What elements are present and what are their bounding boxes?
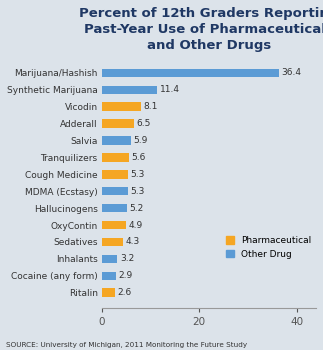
Bar [102,288,115,297]
Text: 8.1: 8.1 [144,102,158,111]
Text: 6.5: 6.5 [136,119,150,128]
Bar [102,136,130,145]
Bar [102,170,128,178]
Text: 36.4: 36.4 [281,68,301,77]
Bar [102,119,133,128]
Bar [102,153,129,162]
Text: 11.4: 11.4 [160,85,180,94]
Bar [102,221,126,229]
Bar [102,86,157,94]
Bar [102,254,118,263]
Bar [102,238,123,246]
Text: 4.3: 4.3 [125,237,140,246]
Bar [102,204,127,212]
Bar [102,272,116,280]
Text: 2.6: 2.6 [117,288,131,297]
Text: 4.9: 4.9 [128,220,142,230]
Text: 5.6: 5.6 [131,153,146,162]
Text: 2.9: 2.9 [119,271,133,280]
Bar [102,103,141,111]
Text: 5.3: 5.3 [130,187,144,196]
Text: 3.2: 3.2 [120,254,134,263]
Text: 5.9: 5.9 [133,136,147,145]
Text: SOURCE: University of Michigan, 2011 Monitoring the Future Study: SOURCE: University of Michigan, 2011 Mon… [6,342,248,348]
Legend: Pharmaceutical, Other Drug: Pharmaceutical, Other Drug [226,236,312,259]
Bar [102,187,128,195]
Text: 5.2: 5.2 [130,204,144,213]
Title: Percent of 12th Graders Reporting
Past-Year Use of Pharmaceuticals
and Other Dru: Percent of 12th Graders Reporting Past-Y… [79,7,323,52]
Bar [102,69,279,77]
Text: 5.3: 5.3 [130,170,144,179]
